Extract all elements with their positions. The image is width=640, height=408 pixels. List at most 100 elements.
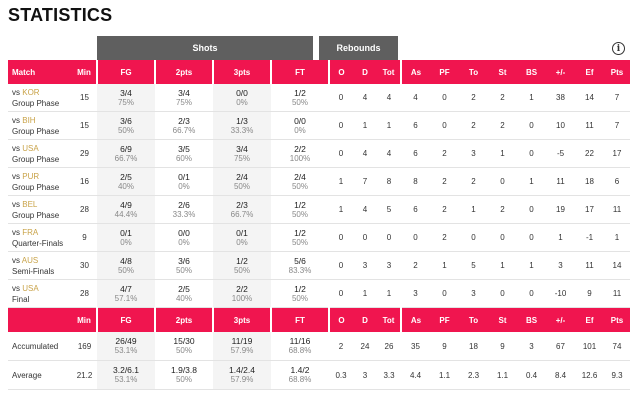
pts-cell: 74 bbox=[604, 332, 630, 361]
col-ef[interactable]: Ef bbox=[575, 60, 604, 84]
col-ft[interactable]: FT bbox=[270, 60, 329, 84]
match-cell[interactable]: vs USA Group Phase bbox=[8, 139, 72, 168]
page-title: STATISTICS bbox=[8, 5, 113, 25]
opponent-link[interactable]: USA bbox=[22, 143, 39, 153]
opponent-link[interactable]: AUS bbox=[21, 255, 39, 265]
st-cell: 0 bbox=[488, 223, 517, 252]
opponent-link[interactable]: USA bbox=[22, 283, 39, 293]
p3-pct: 50% bbox=[233, 265, 250, 275]
ft-cell: 1.4/2 68.8% bbox=[271, 360, 329, 390]
ft-made: 1.4/2 bbox=[290, 365, 310, 375]
opponent-link[interactable]: KOR bbox=[22, 87, 40, 97]
col-st[interactable]: St bbox=[488, 60, 517, 84]
ft-made: 1/2 bbox=[294, 199, 306, 210]
col-d[interactable]: D bbox=[353, 60, 377, 84]
match-cell[interactable]: vs BIH Group Phase bbox=[8, 111, 72, 140]
phase-label: Semi-Finals bbox=[12, 266, 55, 276]
as-cell: 3 bbox=[401, 279, 430, 308]
fg-cell: 3/4 75% bbox=[97, 84, 155, 112]
vs-prefix: vs bbox=[12, 115, 20, 125]
p2-pct: 0% bbox=[178, 181, 190, 191]
vs-prefix: vs bbox=[12, 87, 20, 97]
match-cell[interactable]: vs PUR Group Phase bbox=[8, 167, 72, 196]
p3-made: 2/2 bbox=[236, 283, 248, 294]
o-cell: 0 bbox=[329, 139, 353, 168]
plus-minus-cell: -10 bbox=[546, 279, 575, 308]
col-3pts[interactable]: 3pts bbox=[212, 60, 271, 84]
min-cell: 28 bbox=[72, 195, 97, 224]
col-pts[interactable]: Pts bbox=[604, 60, 630, 84]
ft-pct: 0% bbox=[294, 125, 306, 135]
bs-cell: 0.4 bbox=[517, 360, 546, 390]
min-cell: 21.2 bbox=[72, 360, 97, 390]
col-bs[interactable]: BS bbox=[517, 60, 546, 84]
p3-made: 1/2 bbox=[236, 255, 248, 266]
p2-cell: 2/5 40% bbox=[155, 279, 213, 308]
tot-cell: 5 bbox=[377, 195, 401, 224]
info-icon[interactable]: i bbox=[612, 42, 625, 55]
p2-pct: 50% bbox=[175, 265, 192, 275]
tot-cell: 1 bbox=[377, 279, 401, 308]
st-cell: 1 bbox=[488, 139, 517, 168]
pts-cell: 11 bbox=[604, 279, 630, 308]
col-fg[interactable]: FG bbox=[96, 60, 155, 84]
match-cell[interactable]: vs FRA Quarter-Finals bbox=[8, 223, 72, 252]
opponent-link[interactable]: FRA bbox=[22, 227, 39, 237]
ef-cell: 11 bbox=[575, 111, 604, 140]
to-cell: 3 bbox=[459, 279, 488, 308]
st-cell: 2 bbox=[488, 84, 517, 112]
col-2pts[interactable]: 2pts bbox=[154, 60, 213, 84]
p2-cell: 2/6 33.3% bbox=[155, 195, 213, 224]
ft-made: 11/16 bbox=[289, 336, 311, 346]
ft-pct: 83.3% bbox=[288, 265, 312, 275]
col-min[interactable]: Min bbox=[72, 60, 97, 84]
fg-cell: 6/9 66.7% bbox=[97, 139, 155, 168]
bs-cell: 3 bbox=[517, 332, 546, 361]
min-cell: 29 bbox=[72, 139, 97, 168]
match-cell[interactable]: vs BEL Group Phase bbox=[8, 195, 72, 224]
fg-pct: 66.7% bbox=[114, 153, 138, 163]
min-cell: 15 bbox=[72, 111, 97, 140]
fg-cell: 0/1 0% bbox=[97, 223, 155, 252]
col-match[interactable]: Match bbox=[8, 60, 72, 84]
plus-minus-cell: 1 bbox=[546, 223, 575, 252]
ft-cell: 1/2 50% bbox=[271, 84, 329, 112]
fg-made: 26/49 bbox=[115, 336, 137, 346]
fg-pct: 57.1% bbox=[114, 293, 138, 303]
match-cell[interactable]: vs KOR Group Phase bbox=[8, 84, 72, 112]
match-cell[interactable]: vs AUS Semi-Finals bbox=[8, 251, 72, 280]
opponent-link[interactable]: BIH bbox=[22, 115, 36, 125]
as-cell: 4.4 bbox=[401, 360, 430, 390]
o-cell: 1 bbox=[329, 167, 353, 196]
fg-made: 2/5 bbox=[120, 171, 132, 182]
to-cell: 0 bbox=[459, 223, 488, 252]
st-cell: 2 bbox=[488, 195, 517, 224]
d-cell: 4 bbox=[353, 84, 377, 112]
match-cell[interactable]: vs USA Final bbox=[8, 279, 72, 308]
col-to[interactable]: To bbox=[459, 60, 488, 84]
pts-cell: 7 bbox=[604, 84, 630, 112]
bs-cell: 1 bbox=[517, 251, 546, 280]
phase-label: Group Phase bbox=[12, 154, 60, 164]
phase-label: Final bbox=[12, 294, 30, 304]
ft-made: 2/4 bbox=[294, 171, 306, 182]
col-plus-minus[interactable]: +/- bbox=[546, 60, 575, 84]
fg-made: 6/9 bbox=[120, 143, 132, 154]
min-cell: 30 bbox=[72, 251, 97, 280]
as-cell: 35 bbox=[401, 332, 430, 361]
tot-cell: 1 bbox=[377, 111, 401, 140]
col-pf[interactable]: PF bbox=[430, 60, 459, 84]
opponent-link[interactable]: BEL bbox=[22, 199, 38, 209]
opponent-link[interactable]: PUR bbox=[22, 171, 40, 181]
table-row: vs AUS Semi-Finals 30 4/8 50% 3/6 50% 1/2 5… bbox=[8, 251, 630, 280]
ef-cell: 17 bbox=[575, 195, 604, 224]
rebounds-group-header: Rebounds bbox=[319, 36, 398, 60]
rebounds-group-label: Rebounds bbox=[336, 43, 381, 53]
shots-group-header: Shots bbox=[97, 36, 313, 60]
d-cell: 0 bbox=[353, 223, 377, 252]
col-as[interactable]: As bbox=[400, 60, 430, 84]
col-o[interactable]: O bbox=[328, 60, 353, 84]
col-tot[interactable]: Tot bbox=[377, 60, 401, 84]
min-cell: 169 bbox=[72, 332, 97, 361]
pts-cell: 14 bbox=[604, 251, 630, 280]
